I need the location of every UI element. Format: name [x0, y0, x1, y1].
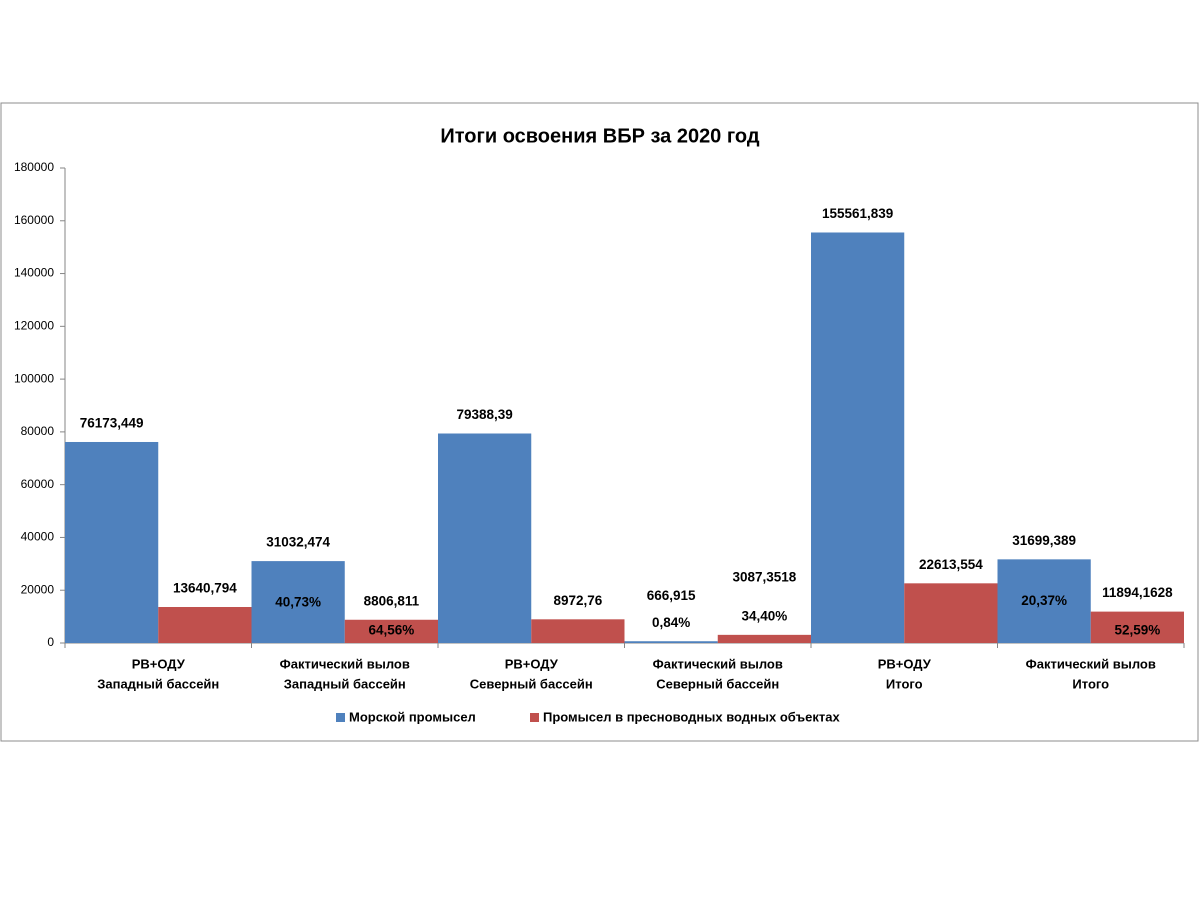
x-tick-label: Северный бассейн [656, 676, 779, 691]
x-tick-label: РВ+ОДУ [132, 656, 186, 671]
percent-label: 0,84% [652, 615, 690, 630]
bar [997, 559, 1091, 643]
value-label: 8806,811 [364, 593, 420, 608]
chart-title: Итоги освоения ВБР за 2020 год [440, 125, 759, 147]
bar [904, 583, 998, 643]
value-label: 31699,389 [1012, 533, 1076, 548]
value-label: 22613,554 [919, 557, 983, 572]
value-label: 3087,3518 [732, 569, 796, 584]
legend-label: Промысел в пресноводных водных объектах [543, 709, 840, 724]
y-tick-label: 60000 [21, 477, 55, 491]
value-label: 8972,76 [553, 593, 602, 608]
value-label: 31032,474 [266, 535, 330, 550]
legend-swatch [336, 713, 345, 722]
bar [811, 232, 905, 643]
x-tick-label: Западный бассейн [97, 676, 219, 691]
value-label: 76173,449 [80, 416, 144, 431]
value-label: 155561,839 [822, 206, 893, 221]
bar [1090, 611, 1184, 643]
x-tick-label: Итого [1072, 676, 1109, 691]
y-tick-label: 0 [47, 635, 54, 649]
x-tick-label: Северный бассейн [470, 676, 593, 691]
bar [438, 433, 532, 643]
x-tick-label: Западный бассейн [284, 676, 406, 691]
percent-label: 20,37% [1021, 593, 1067, 608]
bar [717, 634, 811, 643]
y-tick-label: 80000 [21, 424, 55, 438]
value-label: 13640,794 [173, 581, 237, 596]
bar [251, 561, 345, 643]
x-tick-label: Фактический вылов [280, 656, 410, 671]
bar [624, 641, 718, 643]
legend-swatch [530, 713, 539, 722]
y-tick-label: 20000 [21, 582, 55, 596]
value-label: 11894,1628 [1102, 585, 1173, 600]
x-tick-label: РВ+ОДУ [878, 656, 932, 671]
percent-label: 40,73% [275, 595, 321, 610]
percent-label: 34,40% [741, 608, 787, 623]
chart-frame [0, 102, 1199, 742]
percent-label: 52,59% [1114, 623, 1160, 638]
percent-label: 64,56% [368, 623, 414, 638]
bar [158, 607, 252, 643]
y-tick-label: 180000 [14, 160, 54, 174]
value-label: 79388,39 [456, 407, 512, 422]
x-tick-label: РВ+ОДУ [505, 656, 559, 671]
legend-label: Морской промысел [349, 709, 476, 724]
y-tick-label: 100000 [14, 371, 54, 385]
x-tick-label: Фактический вылов [1026, 656, 1156, 671]
bar [65, 441, 159, 643]
y-tick-label: 40000 [21, 530, 55, 544]
x-tick-label: Итого [886, 676, 923, 691]
y-tick-label: 160000 [14, 213, 54, 227]
bar [531, 619, 625, 643]
x-tick-label: Фактический вылов [653, 656, 783, 671]
y-tick-label: 120000 [14, 319, 54, 333]
bar [344, 619, 438, 643]
value-label: 666,915 [647, 588, 696, 603]
y-tick-label: 140000 [14, 266, 54, 280]
